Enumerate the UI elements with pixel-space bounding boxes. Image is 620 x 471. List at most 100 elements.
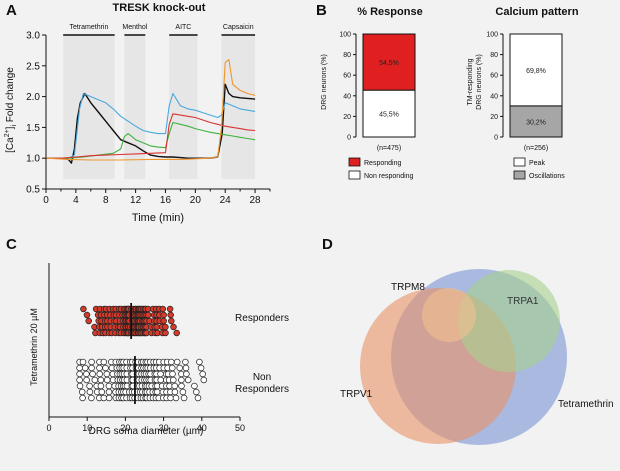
y-tick-label: 0 <box>347 135 351 142</box>
dot-non-responders <box>182 358 189 366</box>
dot-non-responders <box>178 376 185 384</box>
venn-trpm8 <box>422 288 476 342</box>
dot-non-responders <box>176 364 183 372</box>
dot-non-responders <box>157 370 164 378</box>
y-tick-label: 2.0 <box>26 92 40 103</box>
y-tick-label: 100 <box>339 32 351 39</box>
dot-non-responders <box>173 358 181 366</box>
dot-non-responders <box>97 382 105 390</box>
panel-c: C 0 10 20 30 40 50 Tetramethrin 20 µM DRG som… <box>6 236 289 437</box>
x-tick-label: 12 <box>130 195 142 206</box>
dot-non-responders <box>199 370 206 378</box>
y-tick-label: 40 <box>343 93 351 100</box>
stimulus-band-capsaicin <box>221 35 256 179</box>
dot-non-responders <box>172 394 180 402</box>
legend-swatch-peak <box>513 157 526 167</box>
bar-chart-response: 0 20 40 60 80 100 45,5% 54,5% (n=475) Responding N… <box>339 32 416 180</box>
dot-non-responders <box>76 364 83 372</box>
legend-label: Oscillations <box>529 173 565 180</box>
trace-lines <box>45 59 256 164</box>
dot-non-responders <box>178 382 185 390</box>
y-tick-label: 20 <box>343 114 351 121</box>
y-tick-label: 80 <box>490 52 498 59</box>
bar-segment-non-responding <box>362 89 416 138</box>
dot-non-responders <box>197 364 205 372</box>
dot-non-responders <box>102 364 109 372</box>
dot-non-responders <box>86 382 93 390</box>
dot-non-responders <box>196 358 203 366</box>
dot-non-responders <box>182 364 190 372</box>
dot-non-responders <box>105 382 113 390</box>
dot-non-responders <box>89 370 96 378</box>
dot-non-responders <box>88 394 95 402</box>
dot-non-responders <box>78 388 86 396</box>
dot-non-responders <box>88 364 95 372</box>
dot-non-responders <box>170 376 177 384</box>
trace-red <box>46 113 256 159</box>
dot-responders <box>160 311 167 319</box>
panel-b1-title: % Response <box>357 6 422 18</box>
y-tick-label: 0 <box>494 135 498 142</box>
dot-non-responders <box>200 376 208 384</box>
dot-responders <box>144 311 152 319</box>
n-label: (n=475) <box>377 145 401 152</box>
x-tick-label: 4 <box>73 195 79 206</box>
x-tick-label: 20 <box>190 195 202 206</box>
dot-non-responders <box>171 382 178 390</box>
panel-b2-title: Calcium pattern <box>495 6 578 18</box>
y-tick-label: 2.5 <box>26 61 40 72</box>
legend-label: Peak <box>529 160 545 167</box>
legend-swatch-oscillations <box>513 170 526 180</box>
y-tick-label: 100 <box>486 32 498 39</box>
bar-segment-label: 45,5% <box>379 112 399 119</box>
axes: 0.5 1.0 1.5 2.0 2.5 3.0 0 4 8 12 16 20 24 28 <box>26 31 271 206</box>
x-tick-label: 16 <box>160 195 172 206</box>
panel-b: B % Response Calcium pattern 0 20 40 60 80 10… <box>316 2 579 180</box>
dot-non-responders <box>153 388 161 396</box>
x-tick-label: 20 <box>120 423 130 433</box>
venn-label-trpm8: TRPM8 <box>391 282 425 293</box>
x-tick-label: 28 <box>250 195 262 206</box>
panel-a-title: TRESK knock-out <box>113 2 206 14</box>
dot-responders <box>167 311 174 319</box>
legend-swatch-responding <box>348 157 361 167</box>
trace-green <box>46 121 256 159</box>
dot-non-responders <box>167 394 174 402</box>
bar-segment-label: 30,2% <box>526 119 546 126</box>
panel-b-letter: B <box>316 2 327 19</box>
y-tick-label: 20 <box>490 114 498 121</box>
c-label-responders: Responders <box>235 313 289 324</box>
y-tick-label: 60 <box>490 73 498 80</box>
b2-y-axis-label: TM-responding DRG neurons (%) <box>467 54 483 110</box>
c-y-axis-label: Tetramethrin 20 µM <box>29 308 39 386</box>
dot-responders <box>162 323 169 331</box>
x-tick-label: 0 <box>43 195 49 206</box>
y-tick-label: 1.5 <box>26 123 40 134</box>
dot-responders <box>83 311 91 319</box>
dot-non-responders <box>81 364 89 372</box>
dot-non-responders <box>76 376 83 384</box>
dot-non-responders <box>168 358 175 366</box>
dot-responders <box>159 305 167 313</box>
dot-non-responders <box>88 358 95 366</box>
panel-a-letter: A <box>6 2 17 19</box>
c-x-axis-label: DRG soma diameter (µm) <box>89 426 204 437</box>
bar-segment-responding <box>362 33 416 91</box>
dot-non-responders <box>103 370 111 378</box>
stimulus-label-tetramethrin: Tetramethrin <box>69 24 108 31</box>
scatter-dots <box>76 303 208 404</box>
venn-trpa1 <box>458 270 560 372</box>
panel-d: D TRPV1 Tetramethrin TRPM8 TRPA1 <box>322 236 614 445</box>
legend-label: Responding <box>364 160 401 167</box>
dot-non-responders <box>96 364 103 372</box>
c-label-non-responders: Non Responders <box>235 372 289 395</box>
dot-responders <box>85 317 92 325</box>
y-axis-label: [Ca2+]i Fold change <box>4 67 18 153</box>
bar-chart-calcium-pattern: 0 20 40 60 80 100 30,2% 69,8% (n=256) Peak Oscilla… <box>486 32 565 181</box>
trace-orange <box>45 59 256 161</box>
dot-non-responders <box>179 388 187 396</box>
dot-non-responders <box>83 370 90 378</box>
dot-non-responders <box>100 358 108 366</box>
y-tick-label: 60 <box>343 73 351 80</box>
